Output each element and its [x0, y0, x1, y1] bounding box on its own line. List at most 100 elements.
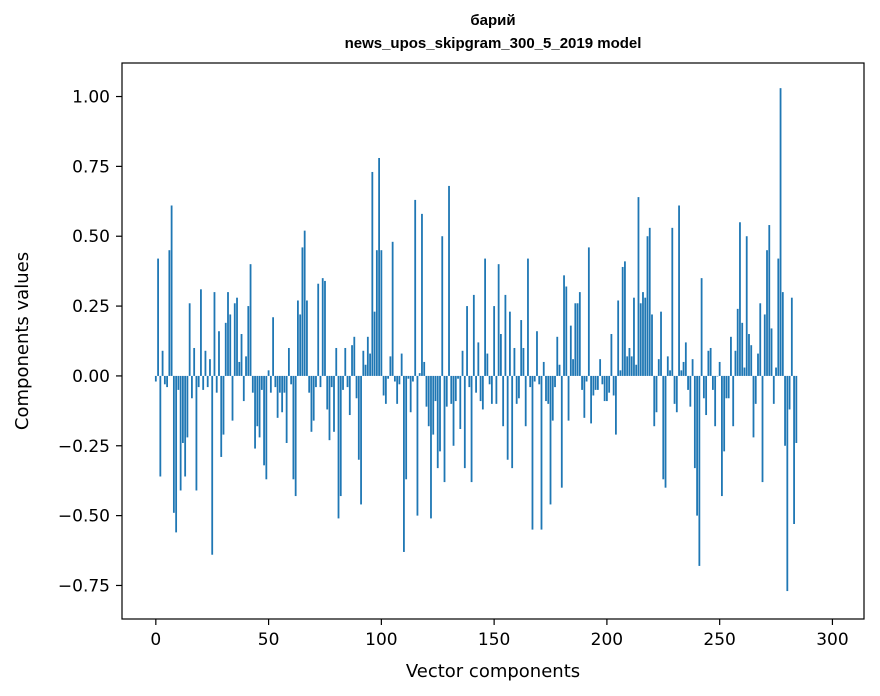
bar-231: [675, 375, 678, 413]
y-tick-label: −0.50: [58, 507, 110, 527]
bar-118: [421, 213, 423, 376]
bar-227: [666, 356, 669, 376]
bar-66: [303, 230, 306, 376]
bar-129: [445, 375, 448, 407]
bar-279: [784, 375, 786, 446]
bar-7: [170, 205, 173, 376]
bar-114: [412, 375, 414, 382]
bar-193: [590, 375, 592, 424]
bar-105: [391, 241, 394, 376]
x-tick-label: 150: [478, 630, 510, 650]
bar-190: [583, 375, 586, 418]
bar-34: [231, 375, 234, 421]
bar-214: [637, 197, 640, 376]
bar-48: [263, 375, 265, 466]
y-tick-label: 0.75: [72, 157, 110, 177]
bar-236: [687, 375, 689, 390]
bar-248: [714, 375, 717, 427]
bar-87: [351, 345, 353, 376]
bar-16: [191, 375, 193, 399]
bar-5: [166, 375, 168, 388]
bar-149: [490, 375, 493, 404]
y-tick-label: 0.25: [72, 297, 110, 317]
bar-50: [267, 370, 270, 376]
bar-256: [732, 375, 735, 427]
bar-9: [175, 375, 178, 533]
bar-260: [741, 322, 744, 376]
bar-70: [312, 375, 315, 421]
bar-128: [443, 375, 446, 483]
bar-153: [499, 334, 502, 376]
bar-150: [493, 306, 496, 376]
bar-240: [696, 375, 698, 516]
bar-57: [283, 375, 286, 393]
bar-67: [306, 300, 308, 376]
bar-164: [524, 375, 527, 427]
bar-265: [752, 375, 755, 438]
bar-146: [484, 258, 486, 376]
bar-82: [339, 375, 342, 497]
bar-102: [384, 375, 387, 404]
bar-148: [488, 375, 491, 385]
bar-89: [355, 375, 358, 399]
bar-269: [761, 375, 764, 483]
bar-211: [630, 356, 633, 376]
bar-115: [414, 199, 417, 376]
bar-155: [504, 294, 507, 376]
bar-151: [495, 375, 498, 404]
bar-169: [536, 331, 538, 376]
bar-253: [725, 375, 728, 399]
bar-188: [578, 292, 581, 376]
bar-207: [621, 266, 624, 376]
bar-262: [745, 236, 748, 376]
bar-167: [531, 375, 534, 530]
bar-237: [689, 375, 692, 407]
bar-196: [596, 375, 599, 390]
bar-213: [635, 364, 638, 376]
bar-99: [378, 157, 380, 376]
bar-68: [308, 375, 311, 393]
bar-101: [382, 375, 385, 396]
bar-112: [407, 375, 410, 379]
bar-171: [540, 375, 543, 530]
bar-39: [242, 375, 245, 402]
bar-59: [287, 347, 290, 376]
bar-110: [403, 375, 405, 552]
bar-215: [639, 303, 642, 376]
chart-subtitle: news_upos_skipgram_300_5_2019 model: [344, 35, 642, 52]
bar-3: [161, 350, 164, 376]
x-tick-label: 250: [703, 630, 735, 650]
bar-88: [353, 336, 356, 376]
bar-276: [777, 258, 780, 376]
bar-85: [346, 375, 349, 388]
bar-130: [448, 185, 450, 376]
bar-135: [459, 375, 462, 430]
bar-284: [795, 375, 798, 443]
bar-113: [409, 375, 412, 413]
bar-259: [739, 222, 741, 376]
bar-282: [790, 297, 793, 376]
bar-212: [633, 297, 635, 376]
y-tick-label: 0.50: [72, 227, 110, 247]
bar-106: [393, 375, 396, 382]
bar-134: [457, 375, 459, 379]
bar-74: [321, 278, 324, 376]
bar-185: [572, 359, 574, 376]
bar-124: [434, 375, 437, 402]
bar-122: [430, 375, 432, 519]
bar-18: [195, 375, 198, 491]
bar-61: [292, 375, 295, 480]
bar-174: [547, 375, 550, 404]
bar-268: [759, 303, 762, 376]
x-tick-label: 0: [150, 630, 161, 650]
bar-145: [481, 375, 484, 410]
bar-201: [608, 375, 611, 393]
bar-116: [416, 375, 419, 516]
bar-261: [743, 367, 746, 376]
bar-27: [215, 375, 218, 393]
bar-161: [518, 375, 520, 399]
y-axis: −0.75 −0.50 −0.25 0.00 0.25 0.50 0.75 1.00: [58, 88, 122, 596]
bar-274: [772, 375, 775, 404]
bar-251: [721, 375, 723, 497]
